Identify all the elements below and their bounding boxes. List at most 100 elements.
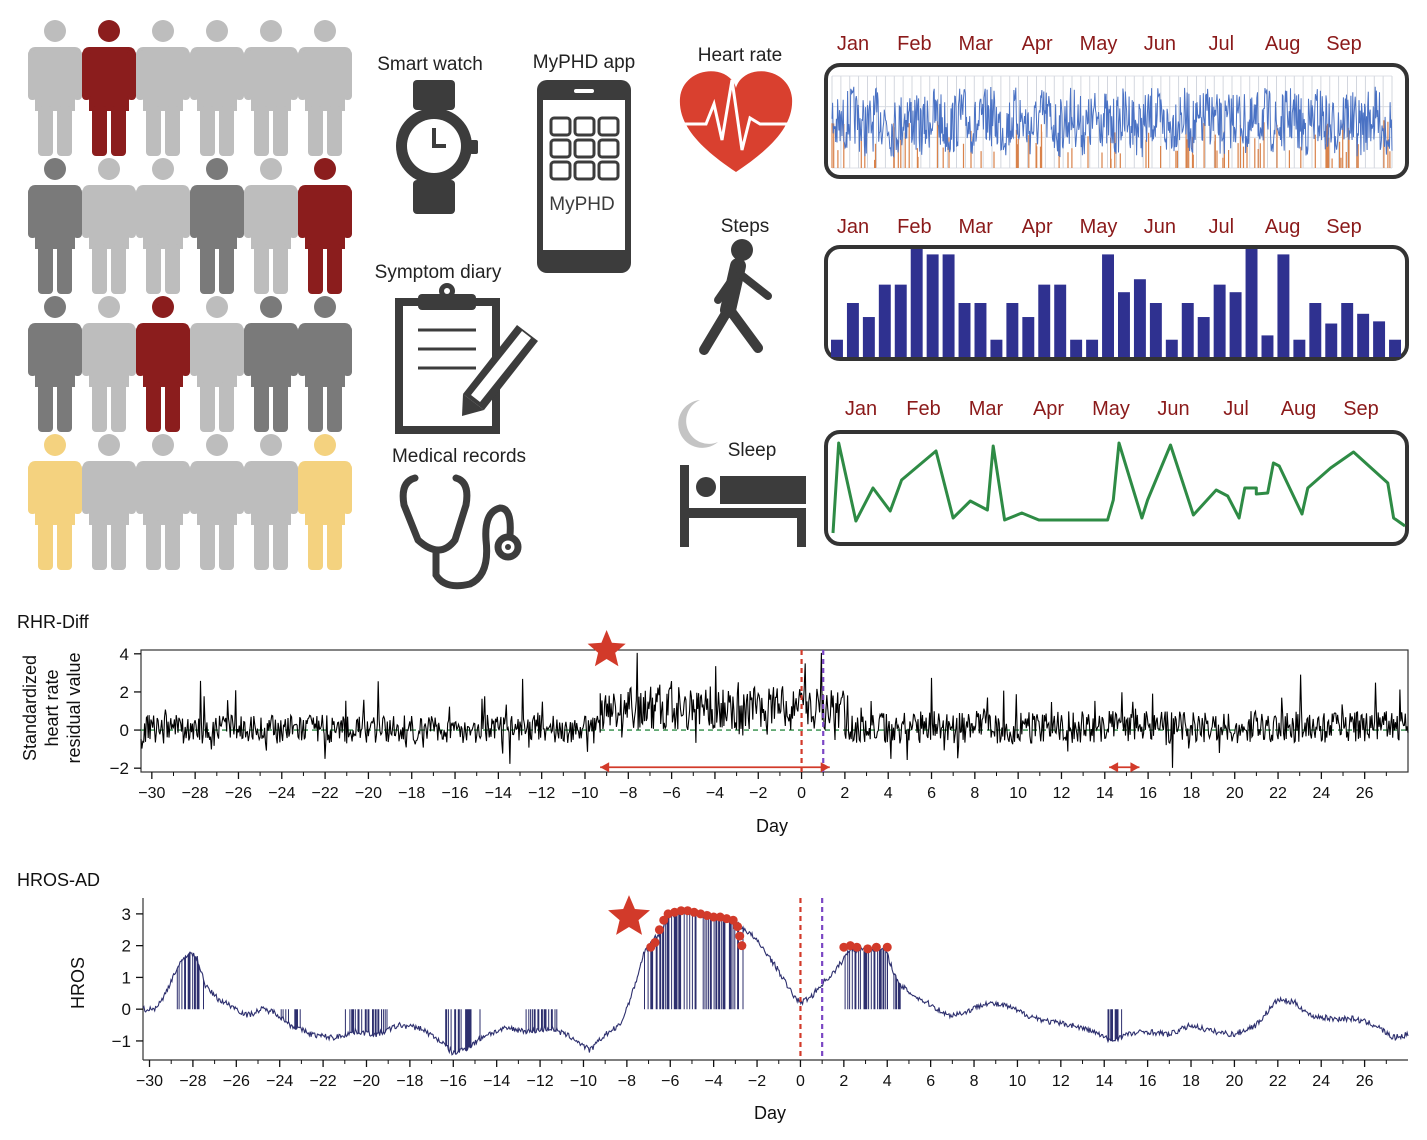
walking-person-icon: [699, 239, 772, 355]
steps-bar: [1373, 321, 1386, 357]
x-tick-label: −8: [618, 1073, 636, 1090]
steps-bar: [1165, 339, 1178, 357]
x-tick-label: 2: [839, 1073, 848, 1090]
y-tick-label: 2: [120, 683, 129, 702]
month-label: Jun: [1144, 33, 1176, 55]
x-tick-label: −16: [441, 785, 468, 802]
hros-anomaly-point: [715, 912, 725, 922]
steps-bar: [990, 339, 1003, 357]
arrow-head: [1109, 762, 1119, 773]
x-tick-label: −14: [483, 1073, 510, 1090]
x-tick-label: −20: [355, 785, 382, 802]
month-label: Aug: [1265, 216, 1301, 238]
month-label: Aug: [1281, 398, 1317, 420]
hros-y-axis-label: HROS: [68, 957, 88, 1009]
person-icon: [298, 158, 352, 294]
x-tick-label: 20: [1226, 1073, 1244, 1090]
person-icon: [82, 158, 136, 294]
x-tick-label: −18: [396, 1073, 423, 1090]
person-icon: [82, 20, 136, 156]
steps-bar: [1006, 303, 1019, 357]
rhr-y-label-line-2: heart rate: [42, 669, 62, 746]
onset-star-icon: [587, 630, 626, 667]
month-label: May: [1092, 398, 1130, 420]
arrow-head: [600, 762, 610, 773]
x-tick-label: 0: [797, 785, 806, 802]
steps-bar: [1086, 339, 1099, 357]
steps-bar: [958, 303, 971, 357]
steps-bar: [1325, 323, 1338, 357]
month-label: May: [1080, 33, 1118, 55]
hros-anomaly-point: [735, 931, 745, 941]
hr-line: [831, 86, 1393, 159]
month-label: Mar: [969, 398, 1004, 420]
steps-bar: [910, 249, 923, 357]
x-tick-label: −30: [138, 785, 165, 802]
x-tick-label: −20: [353, 1073, 380, 1090]
x-tick-label: −24: [266, 1073, 293, 1090]
y-tick-label: 4: [120, 645, 129, 664]
person-icon: [190, 296, 244, 432]
hros-anomaly-point: [683, 906, 693, 916]
x-tick-label: −18: [398, 785, 425, 802]
month-label: Jul: [1208, 33, 1234, 55]
person-icon: [244, 20, 298, 156]
steps-bar: [1038, 284, 1051, 357]
onset-star-icon: [608, 895, 650, 935]
x-tick-label: 14: [1095, 1073, 1113, 1090]
steps-bar: [1245, 249, 1258, 357]
x-tick-label: 10: [1009, 785, 1027, 802]
steps-bar: [1054, 284, 1067, 357]
steps-bar: [1261, 335, 1274, 357]
hros-anomaly-point: [676, 906, 686, 916]
steps-bar: [942, 254, 955, 357]
person-icon: [136, 434, 190, 570]
person-icon: [298, 20, 352, 156]
hros-chart-title: HROS-AD: [17, 870, 100, 890]
x-tick-label: 0: [796, 1073, 805, 1090]
month-label: May: [1080, 216, 1118, 238]
person-icon: [28, 158, 82, 294]
steps-bar: [1277, 254, 1290, 357]
month-label: Feb: [897, 33, 931, 55]
rhr-chart-title: RHR-Diff: [17, 612, 90, 632]
x-tick-label: 18: [1182, 1073, 1200, 1090]
x-tick-label: 6: [927, 785, 936, 802]
steps-bar: [1309, 303, 1322, 357]
hros-anomaly-point: [659, 915, 669, 925]
steps-bar: [1293, 339, 1306, 357]
x-tick-label: −26: [223, 1073, 250, 1090]
x-tick-label: 12: [1053, 785, 1071, 802]
month-label: Sep: [1326, 33, 1362, 55]
person-icon: [136, 20, 190, 156]
heart-rate-label: Heart rate: [698, 45, 782, 66]
rhr-y-axis-label: Standardized heart rate residual value: [20, 652, 84, 763]
steps-bar: [878, 284, 891, 357]
person-icon: [28, 20, 82, 156]
steps-panel: [824, 245, 1409, 361]
x-tick-label: −16: [440, 1073, 467, 1090]
x-tick-label: −8: [619, 785, 637, 802]
steps-bar: [1149, 303, 1162, 357]
x-tick-label: 18: [1183, 785, 1201, 802]
x-tick-label: −10: [570, 1073, 597, 1090]
person-icon: [82, 434, 136, 570]
x-tick-label: 14: [1096, 785, 1114, 802]
steps-bar: [831, 339, 843, 357]
x-tick-label: −24: [268, 785, 295, 802]
month-label: Jan: [837, 33, 869, 55]
person-icon: [28, 296, 82, 432]
y-tick-label: 0: [122, 1000, 131, 1019]
month-label: Jan: [845, 398, 877, 420]
x-tick-label: −6: [661, 1073, 679, 1090]
person-icon: [298, 434, 352, 570]
steps-bar: [894, 284, 907, 357]
heart-ecg-icon: [679, 71, 793, 172]
x-tick-label: 8: [970, 785, 979, 802]
x-tick-label: 24: [1312, 1073, 1330, 1090]
arrow-head: [1130, 762, 1140, 773]
hros-anomaly-point: [654, 925, 664, 935]
steps-bar: [1118, 292, 1130, 357]
steps-bar: [926, 254, 939, 357]
hros-anomaly-point: [882, 942, 892, 952]
